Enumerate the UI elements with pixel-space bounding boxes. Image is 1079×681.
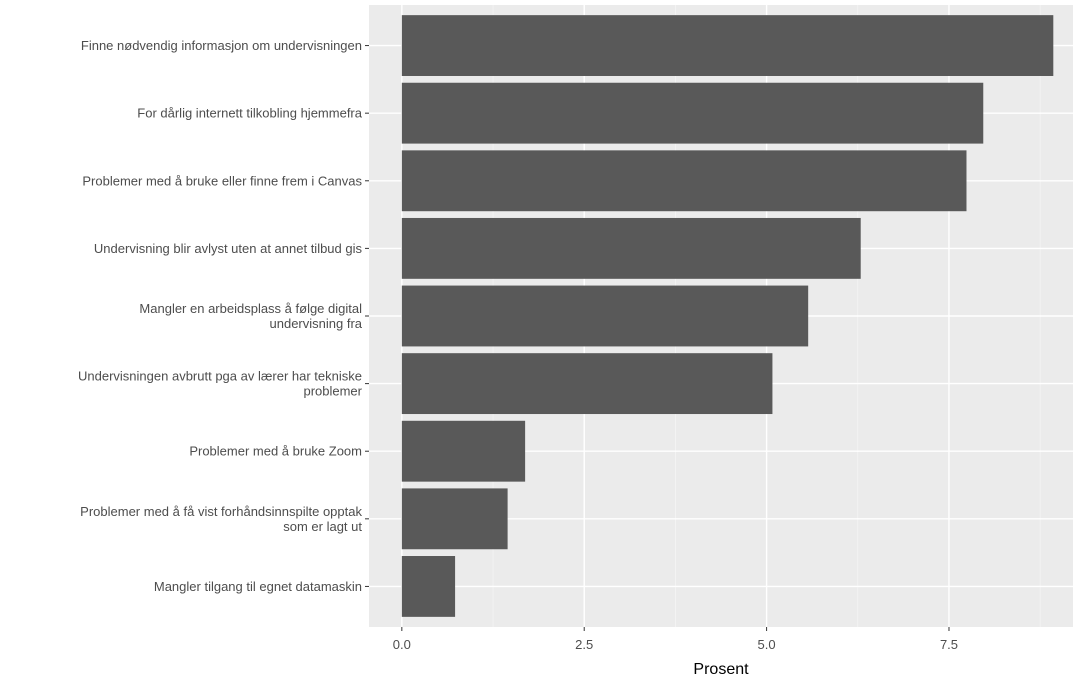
x-tick-label: 5.0 [758,637,776,652]
bar [401,217,861,279]
category-label: For dårlig internett tilkobling hjemmefr… [137,106,362,121]
category-label: Mangler tilgang til egnet datamaskin [154,579,362,594]
x-tick-label: 2.5 [575,637,593,652]
bar [401,488,508,550]
category-label: Undervisning blir avlyst uten at annet t… [94,241,363,256]
category-label: Problemer med å bruke eller finne frem i… [82,173,362,188]
category-label: Finne nødvendig informasjon om undervisn… [81,38,362,53]
x-tick-label: 0.0 [393,637,411,652]
bar [401,353,773,415]
bar [401,556,456,617]
category-label: Mangler en arbeidsplass å følge digital u… [139,301,362,331]
bar [401,420,526,482]
x-axis-title: Prosent [693,661,749,678]
x-axis: 0.0 2.5 5.0 7.5 [393,627,958,652]
bar [401,15,1054,76]
x-tick-label: 7.5 [940,637,958,652]
category-label: Undervisningen avbrutt pga av lærer har … [78,369,363,399]
category-label: Problemer med å bruke Zoom [189,444,362,459]
bars [401,15,1054,617]
category-label: Problemer med å få vist forhåndsinnspilt… [80,504,362,534]
bar [401,285,809,347]
y-axis: Finne nødvendig informasjon om undervisn… [78,38,369,594]
bar [401,150,967,212]
bar [401,82,984,144]
